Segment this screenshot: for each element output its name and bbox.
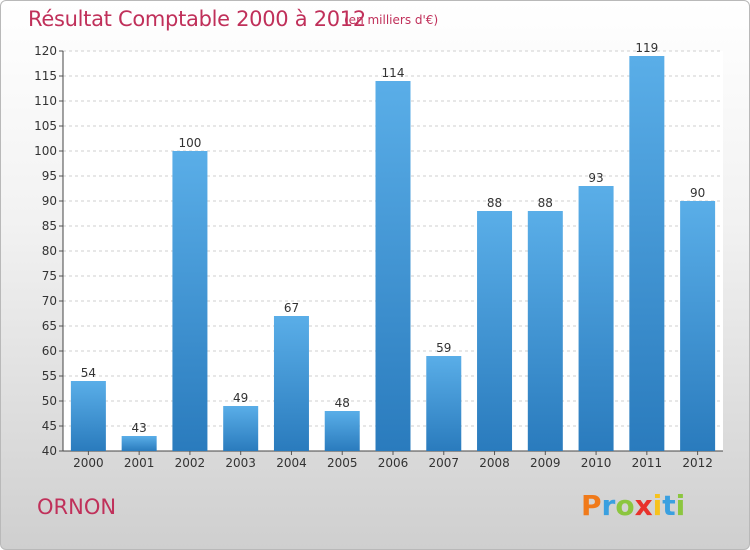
bar [527,211,563,451]
data-label: 88 [487,196,502,210]
y-tick-label: 55 [42,369,57,383]
data-label: 54 [81,366,96,380]
chart-subtitle: (en milliers d'€) [344,13,439,27]
bar [172,151,208,451]
data-label: 119 [635,41,658,55]
data-label: 90 [690,186,705,200]
x-tick-label: 2004 [276,456,307,470]
bar [477,211,513,451]
y-tick-label: 100 [34,144,57,158]
x-tick-label: 2002 [175,456,206,470]
x-tick-label: 2000 [73,456,104,470]
logo-letter: o [615,489,635,522]
logo-letter: x [634,489,653,522]
bar [121,436,157,451]
x-tick-label: 2012 [682,456,713,470]
commune-name: ORNON [37,495,117,519]
logo-letter: r [601,489,616,522]
bar [324,411,360,451]
bar [273,316,309,451]
x-tick-label: 2009 [530,456,561,470]
bar [680,201,716,451]
y-tick-label: 70 [42,294,57,308]
y-tick-label: 95 [42,169,57,183]
y-tick-label: 45 [42,419,57,433]
y-tick-label: 110 [34,94,57,108]
y-tick-label: 80 [42,244,57,258]
data-label: 114 [382,66,405,80]
x-tick-label: 2011 [632,456,663,470]
y-tick-label: 65 [42,319,57,333]
y-tick-label: 120 [34,44,57,58]
logo-letter: i [652,489,663,522]
y-tick-label: 50 [42,394,57,408]
data-label: 93 [588,171,603,185]
data-label: 67 [284,301,299,315]
x-tick-label: 2005 [327,456,358,470]
x-tick-label: 2010 [581,456,612,470]
y-tick-label: 75 [42,269,57,283]
x-tick-label: 2001 [124,456,155,470]
proxiti-logo[interactable]: Proxiti [581,489,685,522]
logo-letter: P [581,489,602,522]
data-label: 48 [335,396,350,410]
bar [223,406,259,451]
logo-letter: i [675,489,686,522]
x-tick-label: 2008 [479,456,510,470]
x-tick-label: 2006 [378,456,409,470]
y-tick-label: 60 [42,344,57,358]
x-tick-label: 2003 [225,456,256,470]
bar [578,186,614,451]
bar [70,381,106,451]
y-tick-label: 105 [34,119,57,133]
bar [426,356,462,451]
data-label: 49 [233,391,248,405]
x-tick-label: 2007 [428,456,459,470]
y-tick-label: 115 [34,69,57,83]
bar [375,81,411,451]
y-tick-label: 40 [42,444,57,458]
y-tick-label: 90 [42,194,57,208]
logo-letter: t [662,489,676,522]
bar [629,56,665,451]
data-label: 43 [132,421,147,435]
y-tick-label: 85 [42,219,57,233]
data-label: 88 [538,196,553,210]
chart-title: Résultat Comptable 2000 à 2012 [28,7,366,31]
data-label: 59 [436,341,451,355]
data-label: 100 [178,136,201,150]
